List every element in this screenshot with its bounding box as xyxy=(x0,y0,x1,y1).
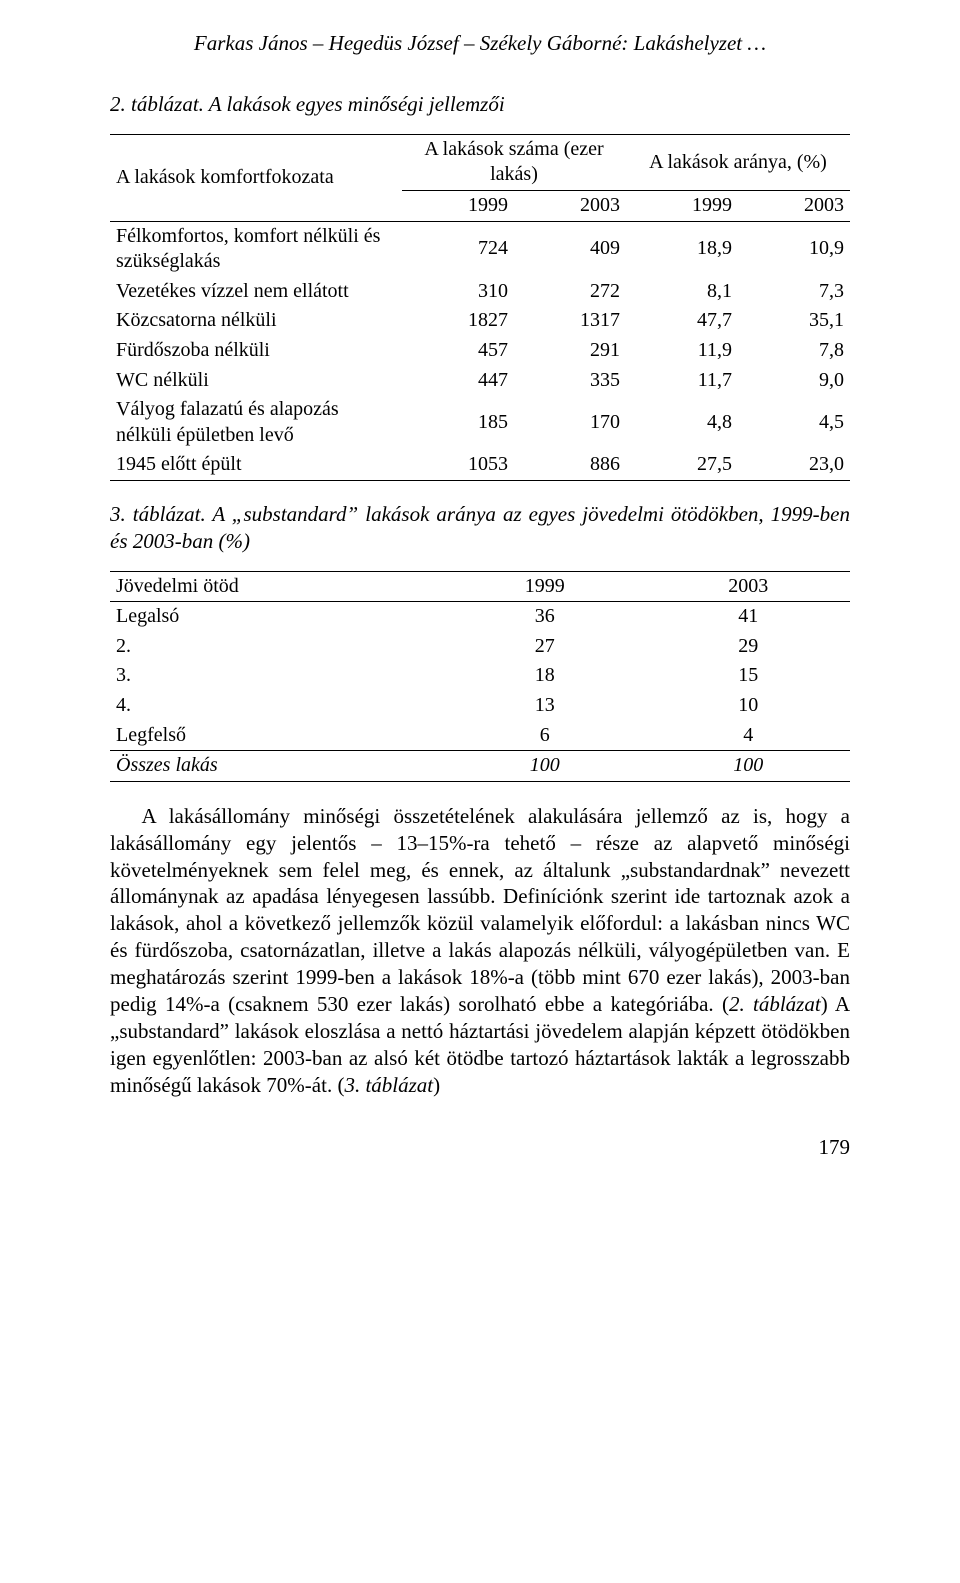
cell: 1827 xyxy=(402,306,514,336)
table2-head-y4: 2003 xyxy=(738,190,850,221)
cell: 185 xyxy=(402,395,514,450)
table2-head-span2: A lakások aránya, (%) xyxy=(626,134,850,190)
cell: 457 xyxy=(402,336,514,366)
cell-label: Vezetékes vízzel nem ellátott xyxy=(110,277,402,307)
body-text-c: ) xyxy=(433,1073,440,1097)
cell: 27 xyxy=(443,632,647,662)
cell: 886 xyxy=(514,450,626,480)
cell-label: Összes lakás xyxy=(110,751,443,782)
cell: 7,8 xyxy=(738,336,850,366)
cell: 4,8 xyxy=(626,395,738,450)
cell-label: 2. xyxy=(110,632,443,662)
cell: 29 xyxy=(647,632,851,662)
cell: 15 xyxy=(647,661,851,691)
cell: 272 xyxy=(514,277,626,307)
cell-label: 4. xyxy=(110,691,443,721)
table3-head-c1: 1999 xyxy=(443,571,647,602)
cell: 23,0 xyxy=(738,450,850,480)
table2-caption-number: 2. táblázat. xyxy=(110,92,204,116)
table-row: Legfelső 6 4 xyxy=(110,721,850,751)
cell: 100 xyxy=(647,751,851,782)
cell: 11,7 xyxy=(626,366,738,396)
cell: 335 xyxy=(514,366,626,396)
cell: 447 xyxy=(402,366,514,396)
cell: 7,3 xyxy=(738,277,850,307)
cell: 724 xyxy=(402,221,514,277)
cell: 13 xyxy=(443,691,647,721)
table2-head-y3: 1999 xyxy=(626,190,738,221)
table2-head-stub: A lakások komfortfokozata xyxy=(110,134,402,221)
cell: 1053 xyxy=(402,450,514,480)
cell: 4 xyxy=(647,721,851,751)
table2-caption: 2. táblázat. A lakások egyes minőségi je… xyxy=(110,91,850,118)
table-row: Félkomfortos, komfort nélküli és szükség… xyxy=(110,221,850,277)
table3-head-stub: Jövedelmi ötöd xyxy=(110,571,443,602)
ref-table2: 2. táblázat xyxy=(729,992,821,1016)
page: Farkas János – Hegedüs József – Székely … xyxy=(0,0,960,1211)
cell: 291 xyxy=(514,336,626,366)
cell: 4,5 xyxy=(738,395,850,450)
table3-head-c2: 2003 xyxy=(647,571,851,602)
cell: 10,9 xyxy=(738,221,850,277)
table2: A lakások komfortfokozata A lakások szám… xyxy=(110,134,850,481)
table-row: Fürdőszoba nélküli 457 291 11,9 7,8 xyxy=(110,336,850,366)
cell: 27,5 xyxy=(626,450,738,480)
cell-label: Fürdőszoba nélküli xyxy=(110,336,402,366)
cell: 310 xyxy=(402,277,514,307)
table3-caption-text: A „substandard” lakások aránya az egyes … xyxy=(110,502,850,553)
table2-body: Félkomfortos, komfort nélküli és szükség… xyxy=(110,221,850,480)
cell-label: 1945 előtt épült xyxy=(110,450,402,480)
body-paragraph: A lakásállomány minőségi összetételének … xyxy=(110,803,850,1099)
ref-table3: 3. táblázat xyxy=(344,1073,433,1097)
cell: 18,9 xyxy=(626,221,738,277)
table2-head-y2: 2003 xyxy=(514,190,626,221)
table-row: Vályog falazatú és alapozás nélküli épül… xyxy=(110,395,850,450)
table-row: Vezetékes vízzel nem ellátott 310 272 8,… xyxy=(110,277,850,307)
cell: 10 xyxy=(647,691,851,721)
cell: 18 xyxy=(443,661,647,691)
table-row: WC nélküli 447 335 11,7 9,0 xyxy=(110,366,850,396)
table2-caption-text: A lakások egyes minőségi jellemzői xyxy=(204,92,505,116)
cell-label: Vályog falazatú és alapozás nélküli épül… xyxy=(110,395,402,450)
table-row: 1945 előtt épült 1053 886 27,5 23,0 xyxy=(110,450,850,480)
table-row: 3. 18 15 xyxy=(110,661,850,691)
table3: Jövedelmi ötöd 1999 2003 Legalsó 36 41 2… xyxy=(110,571,850,782)
cell: 36 xyxy=(443,602,647,632)
cell-label: Közcsatorna nélküli xyxy=(110,306,402,336)
table3-caption: 3. táblázat. A „substandard” lakások ará… xyxy=(110,501,850,555)
table-row: 4. 13 10 xyxy=(110,691,850,721)
cell-label: Legfelső xyxy=(110,721,443,751)
cell-label: 3. xyxy=(110,661,443,691)
cell: 41 xyxy=(647,602,851,632)
cell: 9,0 xyxy=(738,366,850,396)
cell-label: Legalsó xyxy=(110,602,443,632)
page-number: 179 xyxy=(110,1134,850,1161)
cell-label: WC nélküli xyxy=(110,366,402,396)
running-head: Farkas János – Hegedüs József – Székely … xyxy=(110,30,850,57)
table2-head-span1: A lakások száma (ezer lakás) xyxy=(402,134,626,190)
table-row: 2. 27 29 xyxy=(110,632,850,662)
cell: 6 xyxy=(443,721,647,751)
cell: 8,1 xyxy=(626,277,738,307)
cell-label: Félkomfortos, komfort nélküli és szükség… xyxy=(110,221,402,277)
table2-head-y1: 1999 xyxy=(402,190,514,221)
cell: 47,7 xyxy=(626,306,738,336)
cell: 100 xyxy=(443,751,647,782)
body-text-a: A lakásállomány minőségi összetételének … xyxy=(110,804,850,1016)
cell: 409 xyxy=(514,221,626,277)
cell: 1317 xyxy=(514,306,626,336)
cell: 35,1 xyxy=(738,306,850,336)
table3-body: Legalsó 36 41 2. 27 29 3. 18 15 4. 13 10… xyxy=(110,602,850,782)
table3-caption-number: 3. táblázat. xyxy=(110,502,206,526)
cell: 11,9 xyxy=(626,336,738,366)
cell: 170 xyxy=(514,395,626,450)
table-row: Összes lakás 100 100 xyxy=(110,751,850,782)
table-row: Legalsó 36 41 xyxy=(110,602,850,632)
table-row: Közcsatorna nélküli 1827 1317 47,7 35,1 xyxy=(110,306,850,336)
